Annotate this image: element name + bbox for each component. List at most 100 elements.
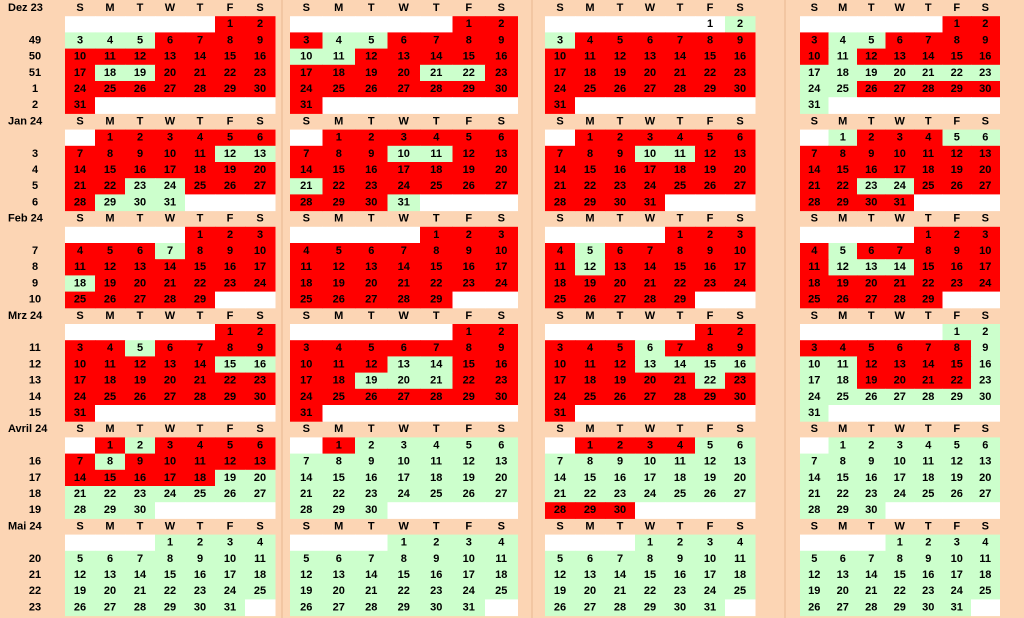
- day-number: 3: [737, 229, 743, 241]
- weekday-header: T: [868, 2, 875, 14]
- day-cell: [215, 194, 246, 212]
- day-cell: [322, 162, 356, 179]
- day-number: 5: [303, 553, 309, 565]
- day-cell: [800, 64, 829, 82]
- day-number: 12: [104, 261, 116, 273]
- weekday-header: S: [736, 423, 743, 435]
- day-cell: [155, 534, 186, 552]
- day-cell: [971, 469, 1000, 487]
- day-number: 5: [227, 132, 233, 144]
- weekday-header: F: [227, 520, 234, 532]
- day-number: 23: [614, 488, 626, 500]
- week-number: 1: [32, 83, 38, 95]
- day-cell: [885, 32, 915, 50]
- day-cell: [65, 275, 96, 293]
- day-cell: [452, 259, 486, 276]
- day-number: 14: [674, 51, 687, 63]
- day-cell: [420, 64, 453, 82]
- day-cell: [485, 356, 518, 374]
- day-number: 23: [922, 585, 934, 597]
- day-cell: [725, 291, 756, 309]
- month-label: Dez 23: [8, 2, 43, 14]
- day-number: 18: [674, 164, 686, 176]
- day-number: 23: [254, 375, 266, 387]
- day-number: 15: [837, 472, 849, 484]
- day-number: 24: [979, 277, 992, 289]
- day-number: 17: [398, 164, 410, 176]
- day-number: 13: [254, 148, 266, 160]
- week-number: 8: [32, 261, 38, 273]
- day-number: 7: [401, 245, 407, 257]
- day-cell: [971, 32, 1000, 50]
- day-cell: [828, 486, 858, 503]
- weekday-header: M: [105, 2, 114, 14]
- weekday-header: W: [645, 213, 656, 225]
- day-number: 26: [300, 601, 312, 613]
- day-cell: [545, 502, 576, 519]
- day-cell: [575, 145, 606, 163]
- day-cell: [95, 550, 126, 568]
- day-number: 5: [707, 439, 713, 451]
- day-number: 18: [333, 375, 345, 387]
- weekday-header: S: [303, 2, 310, 14]
- day-cell: [545, 145, 576, 163]
- day-cell: [245, 437, 276, 455]
- day-cell: [635, 178, 666, 195]
- day-cell: [665, 32, 696, 50]
- day-cell: [290, 372, 323, 390]
- day-cell: [420, 259, 453, 276]
- day-cell: [245, 64, 276, 82]
- day-cell: [95, 243, 126, 260]
- day-cell: [290, 291, 323, 309]
- day-number: 15: [837, 164, 849, 176]
- day-cell: [420, 599, 453, 617]
- day-cell: [185, 275, 216, 293]
- day-cell: [245, 599, 276, 617]
- day-cell: [65, 162, 96, 179]
- weekday-header: S: [982, 520, 989, 532]
- day-cell: [290, 469, 323, 487]
- day-cell: [545, 226, 576, 244]
- weekday-header: F: [465, 2, 472, 14]
- day-cell: [575, 437, 606, 455]
- day-number: 22: [463, 375, 475, 387]
- day-cell: [545, 534, 576, 552]
- day-number: 21: [74, 488, 86, 500]
- day-number: 31: [164, 196, 176, 208]
- day-cell: [605, 275, 636, 293]
- weekday-header: S: [982, 310, 989, 322]
- day-cell: [322, 372, 356, 390]
- day-number: 6: [587, 553, 593, 565]
- day-cell: [695, 145, 726, 163]
- day-number: 5: [368, 342, 374, 354]
- day-number: 4: [677, 132, 684, 144]
- day-cell: [725, 340, 756, 357]
- day-number: 29: [951, 83, 963, 95]
- day-number: 13: [254, 456, 266, 468]
- day-number: 25: [584, 391, 596, 403]
- day-cell: [605, 372, 636, 390]
- day-number: 2: [137, 132, 143, 144]
- day-number: 7: [557, 456, 563, 468]
- weekday-header: S: [256, 213, 263, 225]
- day-number: 7: [167, 245, 173, 257]
- day-number: 10: [808, 51, 820, 63]
- day-cell: [914, 372, 943, 390]
- day-cell: [828, 599, 858, 617]
- day-cell: [125, 453, 156, 471]
- day-cell: [185, 129, 216, 147]
- day-cell: [95, 275, 126, 293]
- day-cell: [387, 81, 421, 98]
- day-cell: [155, 194, 186, 212]
- day-number: 6: [498, 132, 504, 144]
- day-cell: [485, 583, 518, 600]
- day-number: 5: [336, 245, 342, 257]
- day-number: 20: [837, 585, 849, 597]
- day-cell: [545, 291, 576, 309]
- day-cell: [322, 178, 356, 195]
- day-cell: [605, 129, 636, 147]
- day-cell: [290, 64, 323, 82]
- day-number: 1: [954, 18, 960, 30]
- day-cell: [545, 453, 576, 471]
- day-number: 5: [617, 342, 623, 354]
